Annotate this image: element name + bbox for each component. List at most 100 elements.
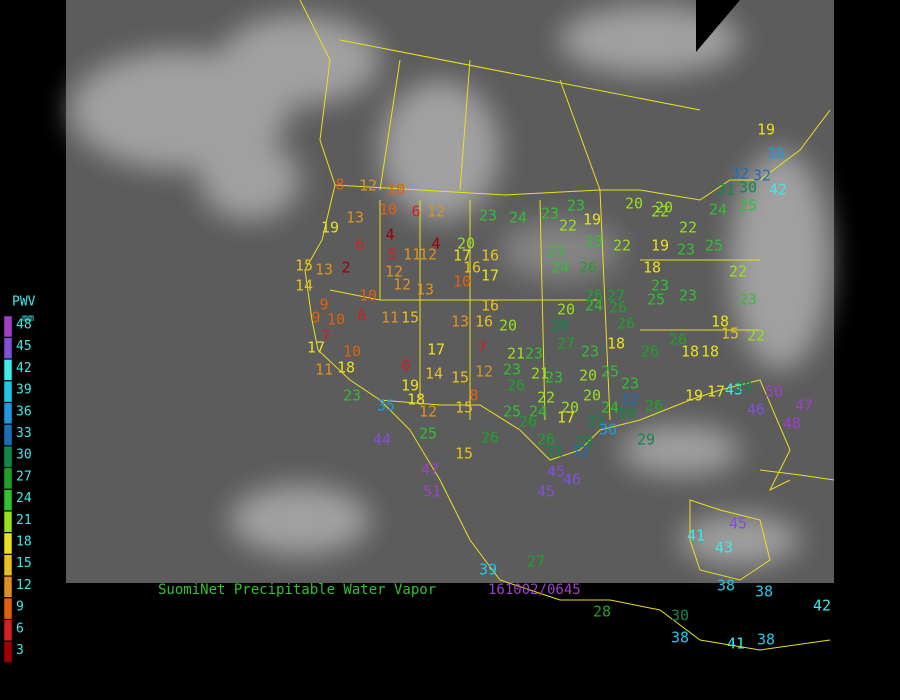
station-value: 20 bbox=[579, 367, 597, 385]
station-value: 23 bbox=[567, 197, 585, 215]
legend-swatch bbox=[3, 445, 13, 468]
station-value: 26 bbox=[617, 315, 635, 333]
station-value: 11 bbox=[381, 309, 399, 327]
station-value: 19 bbox=[651, 237, 669, 255]
station-value: 38 bbox=[717, 577, 735, 595]
station-value: 6 bbox=[401, 357, 410, 375]
legend-label: 12 bbox=[16, 578, 32, 593]
station-value: 20 bbox=[655, 199, 673, 217]
station-value: 12 bbox=[385, 263, 403, 281]
station-value: 31 bbox=[545, 443, 563, 461]
station-value: 20 bbox=[499, 317, 517, 335]
station-value: 38 bbox=[671, 629, 689, 647]
station-value: 36 bbox=[599, 421, 617, 439]
legend-label: 27 bbox=[16, 469, 32, 484]
station-value: 17 bbox=[557, 409, 575, 427]
satellite-image bbox=[66, 0, 834, 583]
station-value: 20 bbox=[561, 399, 579, 417]
station-value: 41 bbox=[727, 635, 745, 653]
station-value: 39 bbox=[479, 561, 497, 579]
legend-swatch bbox=[3, 597, 13, 620]
legend-swatch bbox=[3, 641, 13, 663]
station-value: 23 bbox=[541, 205, 559, 223]
station-value: 26 bbox=[481, 429, 499, 447]
legend-swatch bbox=[3, 532, 13, 555]
station-value: 20 bbox=[625, 195, 643, 213]
station-value: 17 bbox=[427, 341, 445, 359]
station-value: 17 bbox=[707, 383, 725, 401]
station-value: 26 bbox=[507, 377, 525, 395]
legend-label: 30 bbox=[16, 448, 32, 463]
station-value: 31 bbox=[717, 181, 735, 199]
station-value: 23 bbox=[525, 345, 543, 363]
station-value: 12 bbox=[393, 276, 411, 294]
station-value: 12 bbox=[419, 403, 437, 421]
station-value: 23 bbox=[651, 277, 669, 295]
station-value: 20 bbox=[557, 301, 575, 319]
product-title: SuomiNet Precipitable Water Vapor bbox=[158, 582, 436, 598]
station-value: 13 bbox=[416, 281, 434, 299]
station-value: 38 bbox=[757, 631, 775, 649]
station-value: 13 bbox=[315, 261, 333, 279]
station-value: 20 bbox=[457, 235, 475, 253]
station-value: 23 bbox=[343, 387, 361, 405]
station-value: 30 bbox=[671, 607, 689, 625]
station-value: 15 bbox=[295, 257, 313, 275]
station-value: 12 bbox=[419, 246, 437, 264]
station-value: 32 bbox=[571, 443, 589, 461]
station-value: 18 bbox=[701, 343, 719, 361]
station-value: 30 bbox=[617, 405, 635, 423]
station-value: 48 bbox=[783, 415, 801, 433]
station-value: 22 bbox=[747, 327, 765, 345]
station-value: 22 bbox=[679, 219, 697, 237]
station-value: 14 bbox=[295, 277, 313, 295]
station-value: 12 bbox=[475, 363, 493, 381]
legend-label: 36 bbox=[16, 404, 32, 419]
station-value: 46 bbox=[563, 471, 581, 489]
legend-label: 3 bbox=[16, 643, 24, 658]
station-value: 32 bbox=[731, 165, 749, 183]
station-value: 23 bbox=[585, 233, 603, 251]
station-value: 24 bbox=[551, 259, 569, 277]
station-value: 25 bbox=[705, 237, 723, 255]
boundaries bbox=[299, 0, 835, 651]
station-value: 25 bbox=[739, 197, 757, 215]
legend-label: 9 bbox=[16, 600, 24, 615]
legend-label: 18 bbox=[16, 535, 32, 550]
station-value: 22 bbox=[559, 217, 577, 235]
station-value: 22 bbox=[651, 203, 669, 221]
station-value: 22 bbox=[613, 237, 631, 255]
station-value: 19 bbox=[321, 219, 339, 237]
station-value: 26 bbox=[645, 397, 663, 415]
station-value: 11 bbox=[403, 246, 421, 264]
station-value: 17 bbox=[453, 247, 471, 265]
legend-label: 48 bbox=[16, 318, 32, 333]
station-value: 23 bbox=[479, 207, 497, 225]
legend-swatch bbox=[3, 619, 13, 642]
station-value: 18 bbox=[607, 335, 625, 353]
legend-label: 33 bbox=[16, 426, 32, 441]
station-value: 22 bbox=[537, 389, 555, 407]
station-value: 26 bbox=[669, 331, 687, 349]
timestamp: 161002/0645 bbox=[488, 582, 581, 598]
station-value: 44 bbox=[373, 431, 391, 449]
legend-label: 42 bbox=[16, 361, 32, 376]
station-value: 26 bbox=[641, 343, 659, 361]
station-value: 29 bbox=[575, 433, 593, 451]
station-value: 24 bbox=[601, 399, 619, 417]
station-value: 9 bbox=[311, 309, 320, 327]
station-value: 6 bbox=[411, 203, 420, 221]
legend-swatch bbox=[3, 424, 13, 446]
legend-swatch bbox=[3, 359, 13, 381]
station-value: 15 bbox=[721, 325, 739, 343]
station-value: 23 bbox=[545, 369, 563, 387]
station-value: 16 bbox=[481, 247, 499, 265]
station-value: 42 bbox=[769, 181, 787, 199]
station-value: 50 bbox=[765, 383, 783, 401]
station-value: 10 bbox=[359, 287, 377, 305]
station-value: 16 bbox=[475, 313, 493, 331]
legend-label: 24 bbox=[16, 491, 32, 506]
station-value: 6 bbox=[355, 236, 364, 254]
legend-swatch bbox=[3, 511, 13, 533]
station-value: 32 bbox=[753, 167, 771, 185]
